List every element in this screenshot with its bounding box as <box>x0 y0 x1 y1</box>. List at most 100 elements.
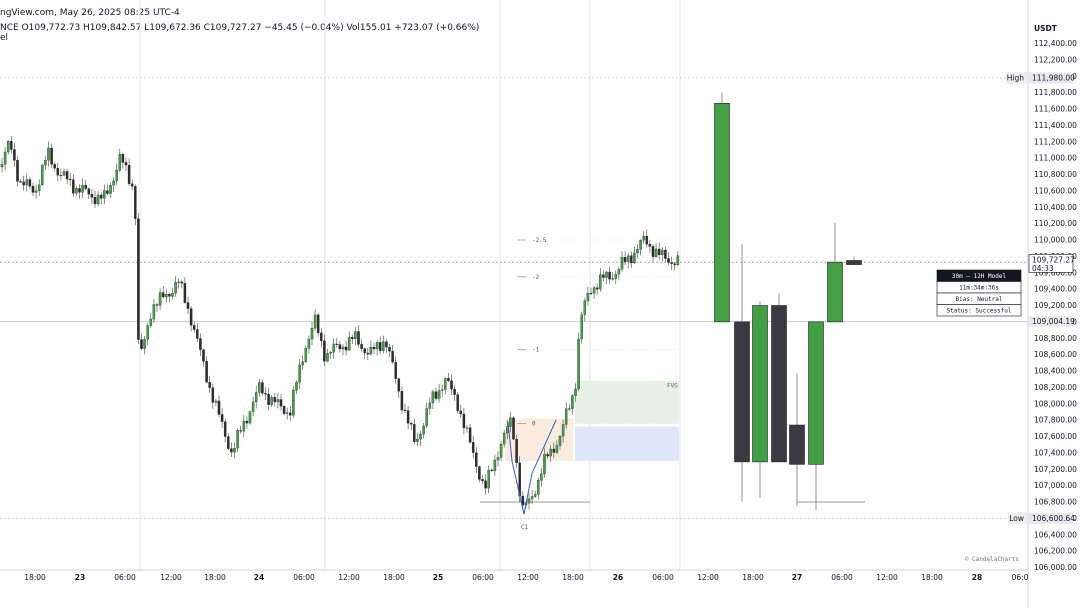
candle <box>673 263 676 265</box>
watermark: © CandelaCharts <box>965 556 1020 563</box>
x-tick-label: 06:00 <box>114 573 136 582</box>
candle <box>230 448 233 453</box>
candle <box>0 164 4 168</box>
y-tick-label: 110,000.00 <box>1034 236 1077 245</box>
candle <box>413 424 416 442</box>
x-tick-label: 28 <box>972 573 982 582</box>
candle <box>623 257 627 262</box>
y-tick-label: 109,600.00 <box>1034 268 1077 277</box>
candle <box>183 283 187 303</box>
candle <box>233 447 236 453</box>
x-tick-label: 06:00 <box>831 573 853 582</box>
candle <box>208 382 211 388</box>
candle <box>53 164 56 169</box>
candle <box>165 294 168 298</box>
candle <box>540 473 543 481</box>
candle <box>614 273 618 279</box>
candle <box>561 424 565 437</box>
candle <box>499 444 503 458</box>
y-tick-label: 107,600.00 <box>1034 432 1077 441</box>
candle <box>261 382 264 394</box>
candle <box>196 329 199 339</box>
candle <box>177 281 180 283</box>
candle <box>648 244 652 247</box>
htf-candle <box>827 261 843 323</box>
candle <box>37 184 41 192</box>
y-tick-label: 111,000.00 <box>1034 154 1077 163</box>
candle <box>440 389 444 391</box>
y-tick-label: 107,400.00 <box>1034 448 1077 457</box>
candle <box>391 351 394 363</box>
candle <box>211 387 215 403</box>
candle <box>292 390 295 416</box>
candle <box>521 495 525 506</box>
candle <box>31 186 35 193</box>
candle <box>354 331 357 340</box>
candle <box>289 412 292 416</box>
candle <box>599 274 602 290</box>
candle <box>459 410 463 415</box>
candle <box>409 423 413 425</box>
y-tick-label: 110,600.00 <box>1034 186 1077 195</box>
candle <box>478 466 481 480</box>
candle <box>403 409 407 411</box>
candle <box>59 175 63 177</box>
candle <box>202 349 205 362</box>
candle <box>323 340 326 362</box>
candle <box>295 382 298 391</box>
candle <box>602 274 605 278</box>
candle <box>307 338 311 349</box>
candle <box>537 480 540 495</box>
low-tag-bg <box>1008 512 1027 525</box>
candle <box>468 427 472 443</box>
y-tick-label: 112,400.00 <box>1034 39 1077 48</box>
candle <box>382 341 385 351</box>
candle <box>546 454 549 457</box>
candle <box>155 304 159 306</box>
candle <box>338 344 342 350</box>
candle <box>388 346 391 352</box>
y-tick-label: 110,200.00 <box>1034 219 1077 228</box>
candle <box>475 452 478 467</box>
candle <box>490 469 494 472</box>
candle <box>50 147 53 165</box>
candle <box>130 183 134 187</box>
candle <box>304 348 308 362</box>
y-tick-label: 106,400.00 <box>1034 530 1077 539</box>
candle <box>25 179 29 186</box>
candle <box>68 178 72 181</box>
x-tick-label: 26 <box>613 573 623 582</box>
candle <box>465 427 469 429</box>
htf-candle <box>752 305 768 463</box>
candle <box>47 147 50 161</box>
candle <box>316 314 320 334</box>
candle <box>645 236 649 245</box>
candle <box>577 338 580 390</box>
candle <box>205 361 208 383</box>
level-axis-box <box>1029 316 1073 328</box>
high-axis-label: 111,980.00 <box>1032 73 1075 82</box>
x-tick-label: 12:00 <box>160 573 182 582</box>
candle <box>84 184 87 189</box>
candle <box>62 171 66 176</box>
candle <box>282 406 286 414</box>
candle <box>217 400 221 415</box>
high-axis-box <box>1029 72 1073 84</box>
candle <box>351 337 354 340</box>
candle <box>112 180 115 186</box>
candle <box>298 364 301 383</box>
candle <box>258 382 261 393</box>
candle <box>158 292 162 306</box>
candle <box>589 293 593 295</box>
candle <box>270 397 273 405</box>
low-axis-label: 106,600.64 <box>1032 514 1075 523</box>
x-tick-label: 18:00 <box>562 573 584 582</box>
candle <box>186 302 190 309</box>
candle <box>127 164 131 184</box>
candle <box>242 420 246 432</box>
candle <box>214 400 218 403</box>
high-tag-bg <box>1006 71 1027 84</box>
htf-candle <box>846 260 862 265</box>
low-axis-box <box>1029 512 1073 524</box>
